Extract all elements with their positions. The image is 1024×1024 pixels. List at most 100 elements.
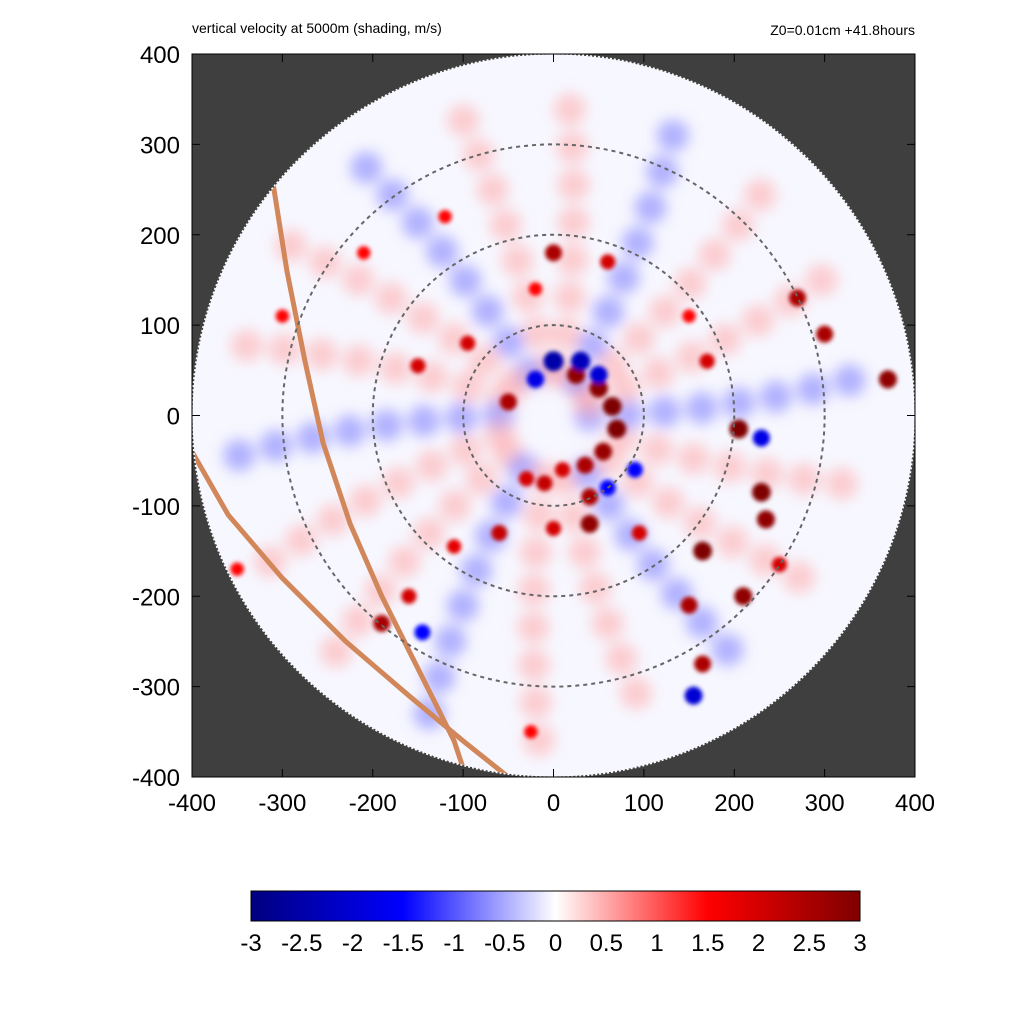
updraft-core [789,289,807,307]
field-band [649,295,682,328]
y-tick-label: -400 [132,765,180,792]
colorbar-tick-label: 2.5 [793,930,826,957]
field-band [833,364,866,397]
field-band [634,191,667,224]
colorbar-tick-label: -1.5 [383,930,424,957]
updraft-core [682,309,696,323]
range-ring [371,233,736,598]
x-tick-label: 100 [624,790,664,817]
field-band [374,282,407,315]
colorbar-tick-label: 0 [549,930,562,957]
updraft-core [275,309,290,323]
y-tick-label: -300 [132,675,180,702]
updraft-core [694,655,712,673]
updraft-core [491,525,508,541]
field-band [646,155,679,188]
updraft-core [729,419,749,439]
field-band [446,589,479,622]
colorbar-tick-label: 2 [752,930,765,957]
field-band [349,484,382,517]
field-band [605,642,638,675]
y-tick-label: 0 [167,404,180,431]
updraft-core [460,335,476,351]
field-band [553,93,586,126]
updraft-core [357,246,371,260]
range-ring [281,143,826,688]
updraft-core [554,462,571,478]
field-band [259,429,292,462]
field-band [268,333,301,366]
x-tick-label: -100 [439,790,487,817]
colorbar-tick-label: 3 [853,930,866,957]
y-tick-label: -100 [132,494,180,521]
field-band [677,442,710,475]
colorbar-tick-label: 1.5 [691,930,724,957]
field-band [716,526,749,559]
colorbar-tick-label: -0.5 [484,930,525,957]
field-band [556,131,589,164]
field-band [407,404,440,437]
field-band [713,450,746,483]
field-band [522,499,555,532]
field-band [721,209,754,242]
field-band [401,206,434,239]
field-band [642,357,675,390]
field-band [426,235,459,268]
updraft-core [580,514,599,533]
field-band [796,373,829,406]
field-band [449,264,482,297]
field-band [722,387,755,420]
updraft-core [600,254,616,270]
field-band [557,206,590,239]
updraft-core [816,325,834,343]
field-band [447,104,480,137]
updraft-core [631,525,647,541]
downdraft-core [626,461,643,478]
updraft-core [576,456,594,474]
y-tick-label: -200 [132,584,180,611]
updraft-core [528,282,543,296]
updraft-core [499,393,517,411]
updraft-core [438,209,452,224]
field-band [521,317,554,350]
colorbar-tick-label: -2.5 [281,930,322,957]
x-tick-label: 0 [547,790,560,817]
downdraft-core [571,351,591,371]
y-tick-label: 300 [140,132,180,159]
field-band [782,561,815,594]
model-domain [192,54,915,777]
updraft-core [734,587,753,606]
downdraft-core [543,351,564,372]
field-band [825,467,858,500]
updraft-core [751,482,771,502]
field-band [640,433,673,466]
updraft-core [545,520,562,537]
x-tick-label: -300 [258,790,306,817]
field-band [423,661,456,694]
field-band [711,633,744,666]
field-band [489,209,522,242]
field-band [476,173,509,206]
colorbar-tick-label: -1 [443,930,464,957]
field-band [342,344,375,377]
updraft-core [536,475,553,492]
y-tick-label: 400 [140,42,180,69]
field-band [519,686,552,719]
field-band [388,545,421,578]
field-band [623,322,656,355]
updraft-core [699,353,715,369]
field-band [648,395,681,428]
field-band [698,238,731,271]
field-band [517,648,550,681]
field-band [759,380,792,413]
updraft-core [607,419,627,439]
downdraft-core [414,624,431,641]
field-band [406,302,439,335]
field-band [333,414,366,447]
range-ring [462,324,645,507]
field-band [490,486,523,519]
field-band [379,352,412,385]
updraft-core [581,488,599,506]
field-band [460,554,493,587]
